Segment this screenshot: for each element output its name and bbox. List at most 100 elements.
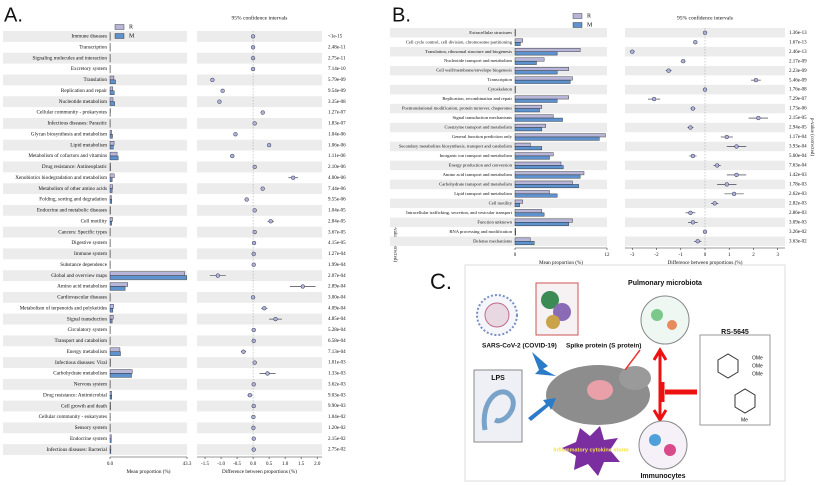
p-value: 3.63e-02 [789,239,807,244]
diff-point [753,77,759,83]
category-label: Carbohydrate transport and metabolism [439,181,512,186]
ring [734,388,756,414]
bar [514,231,516,236]
bar [109,369,133,374]
row-stripe [390,141,607,152]
category-label: Infectious diseases: Bacterial [47,446,108,453]
p-value: 1.83e-07 [328,122,346,127]
row-stripe [197,400,322,412]
diff-point [630,49,635,54]
p-value: 1.06e-06 [328,143,346,148]
row-stripe [390,160,607,171]
category-label: Extracellular structures [469,30,512,35]
p-value: 9.90e-03 [328,404,346,409]
p-value: 2.23e-09 [789,69,807,74]
row-stripe [197,183,322,195]
panel-c: C. SARS-CoV-2 (COVID-19) Spike protein (… [430,264,786,482]
category-label: General function prediction only [452,134,513,139]
x-axis-label: Mean proportion (%) [126,468,170,475]
row-stripe [3,400,187,412]
category-label: Cell cycle control, cell division, chrom… [406,39,513,45]
category-label: Folding, sorting and degradation [39,197,107,203]
row-stripe [197,422,322,434]
p-value: 1.04e-02 [328,415,346,420]
diff-point [693,40,698,45]
spike-label: Spike protein (S protein) [566,343,641,350]
legend-label: M [587,22,593,28]
category-label: Energy production and conversion [449,162,513,167]
x-tick-label: 1.5 [298,462,305,467]
diff-point [731,191,737,197]
bar [109,373,132,378]
bar [514,123,546,128]
row-stripe [3,378,187,390]
legend-label: R [129,24,133,30]
spike-blob [546,315,560,329]
category-label: Transcription [79,44,107,50]
category-label: Cell motility [489,200,513,205]
bar [109,391,112,396]
bar [514,161,562,166]
bar [514,42,521,46]
substituent: Me [741,417,748,423]
p-value: 5.46e-09 [789,78,807,83]
row-stripe [625,160,785,171]
category-label: Circulatory system [68,327,107,333]
x-tick-label: 0.0 [107,462,114,467]
p-value: 1.42e-03 [789,173,807,178]
p-value: 1.04e-05 [328,209,346,214]
bar [109,286,126,291]
row-stripe [625,217,785,228]
row-stripe [390,198,607,209]
row-stripe [197,270,322,282]
category-label: Intracellular trafficking, secretion, an… [406,210,513,216]
x-tick-label: -1.5 [201,462,209,467]
microbiota-circle [640,295,690,345]
immunocyte-circle [638,420,688,470]
bar [109,162,111,168]
bar [109,401,111,407]
p-value: 2.86e-03 [789,211,807,216]
diff-point [233,132,238,137]
bar [514,199,523,204]
category-label: Cell motility [81,218,108,224]
row-stripe [3,74,187,86]
row-stripe [197,139,322,151]
diff-point [268,219,273,224]
row-stripe [3,204,187,216]
category-label: Drug resistance: Antineoplastic [42,164,108,170]
bar [109,275,188,280]
diff-point [262,306,267,311]
lps-label: LPS [491,375,505,382]
row-stripe [197,74,322,86]
bar [109,130,112,135]
category-label: Endocrine and metabolic diseases [37,208,107,214]
p-value: 3.26e-02 [789,230,807,235]
p-value: 1.33e-03 [328,372,346,377]
category-label: Translation, ribosomal structure and bio… [425,49,512,55]
bar [514,237,531,242]
x-tick-label: 12 [605,253,611,258]
p-value: 9.03e-03 [328,393,346,398]
drug-box [699,334,771,426]
bar [514,165,564,170]
diff-point [265,371,270,376]
bar [514,76,573,81]
ci-title: 95% confidence intervals [677,14,733,21]
category-label: Global and overview maps [51,273,107,279]
bar [514,222,569,226]
diff-point [241,349,246,354]
p-value: 1.17e-04 [789,135,807,140]
legend-swatch [114,24,125,30]
diff-point [681,59,686,64]
row-stripe [390,122,607,133]
diff-point [690,220,696,225]
row-stripe [197,248,322,260]
bar [109,438,112,443]
p-value: 4.00e-06 [328,176,346,181]
bar [514,51,558,56]
row-stripe [390,65,607,76]
diff-point [273,316,278,322]
diff-point [244,197,249,202]
